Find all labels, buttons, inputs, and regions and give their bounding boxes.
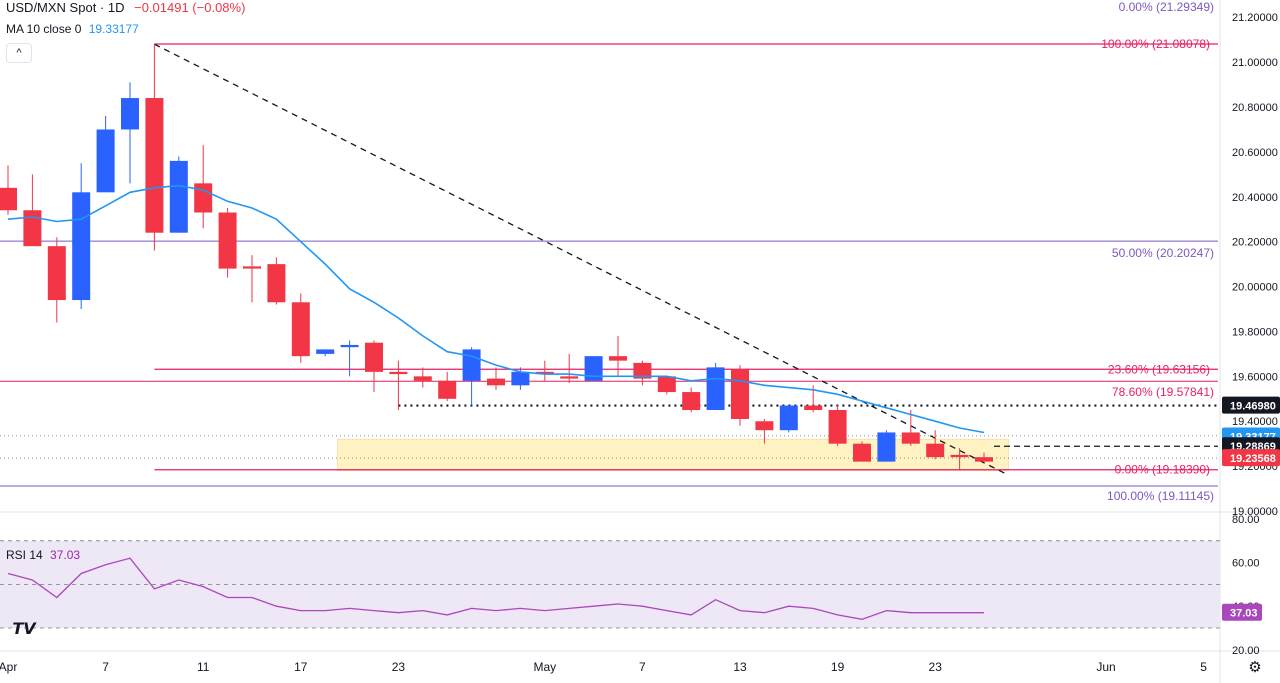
price-tick-label: 19.60000 (1232, 371, 1278, 383)
candle-body (487, 378, 505, 386)
candle-body (96, 129, 115, 193)
candle-body (560, 376, 579, 379)
candle-body (121, 98, 139, 130)
candle-body (779, 405, 798, 431)
fib-level-label: 23.60% (19.63156) (1108, 362, 1210, 376)
candle-body (584, 356, 603, 381)
price-tick-label: 19.00000 (1232, 506, 1278, 518)
candle-body (438, 380, 457, 399)
candle-body (633, 362, 652, 379)
fib-level-label: 100.00% (21.08078) (1101, 37, 1210, 51)
candle-body (926, 443, 945, 458)
ma10-line (7, 184, 985, 434)
price-tick-label: 20.20000 (1232, 237, 1278, 249)
candle-body (901, 432, 920, 444)
candle-body (145, 98, 164, 233)
chart-title-row: USD/MXN Spot · 1D −0.01491 (−0.08%) (6, 0, 245, 15)
candle-body (828, 410, 847, 444)
symbol-label: USD/MXN Spot · 1D (6, 0, 125, 15)
price-tick-label: 20.60000 (1232, 147, 1278, 159)
collapse-legend-button[interactable]: ^ (6, 43, 32, 63)
chevron-up-icon: ^ (16, 47, 22, 59)
price-tick-label: 21.20000 (1232, 12, 1278, 24)
ma-legend-label: MA 10 close 0 (6, 22, 82, 36)
time-tick-label: 13 (733, 660, 747, 674)
candle-body (706, 367, 725, 411)
time-tick-label: 19 (831, 660, 845, 674)
tradingview-logo-icon: 𝙏𝙑 (12, 619, 36, 638)
time-tick-label: 5 (1200, 660, 1207, 674)
candle-body (462, 349, 481, 381)
fib-level-label: 50.00% (20.20247) (1112, 246, 1214, 260)
price-tick-label: 21.00000 (1232, 57, 1278, 69)
fib-level-label: 0.00% (19.18390) (1115, 463, 1210, 477)
candle-body (682, 392, 701, 411)
candle-body (731, 369, 749, 419)
candle-body (609, 356, 627, 361)
time-tick-label: 11 (197, 660, 210, 674)
candle-body (950, 454, 969, 458)
time-tick-label: 7 (639, 660, 646, 674)
time-tick-label: 23 (929, 660, 943, 674)
time-tick-label: 23 (392, 660, 406, 674)
fib-level-label: 100.00% (19.11145) (1107, 489, 1214, 503)
candle-body (877, 432, 896, 462)
price-tick-label: 20.40000 (1232, 192, 1278, 204)
candle-body (291, 302, 310, 357)
price-badge-label: 19.23568 (1230, 453, 1276, 465)
candle-body (218, 212, 237, 269)
rsi-legend-value: 37.03 (50, 548, 81, 562)
candle-body (975, 457, 993, 462)
price-tick-label: 19.80000 (1232, 326, 1278, 338)
candle-body (72, 192, 91, 301)
candle-body (23, 210, 42, 247)
time-tick-label: May (533, 660, 556, 674)
downtrend-line (154, 43, 1009, 476)
rsi-legend-label: RSI 14 (6, 548, 43, 562)
support-zone (337, 438, 1009, 471)
candle-body (194, 183, 213, 213)
rsi-tick-label: 20.00 (1232, 645, 1260, 657)
rsi-legend[interactable]: RSI 14 37.03 (6, 548, 80, 562)
price-tick-label: 20.00000 (1232, 282, 1278, 294)
time-tick-label: Jun (1096, 660, 1115, 674)
candle-body (316, 349, 335, 354)
price-badge-label: 19.46980 (1230, 401, 1276, 413)
time-tick-label: Apr (0, 660, 17, 674)
candle-body (657, 376, 676, 393)
price-badge (1222, 449, 1280, 467)
candle-body (340, 344, 359, 348)
candle-body (243, 266, 261, 269)
ma-legend-value: 19.33177 (88, 22, 139, 36)
rsi-tick-label: 80.00 (1232, 514, 1260, 526)
rsi-value-badge (1222, 603, 1262, 621)
candle-body (267, 264, 286, 303)
candle-body (755, 421, 774, 431)
rsi-line (7, 557, 984, 620)
candle-body (511, 371, 530, 386)
time-tick-label: 7 (102, 660, 109, 674)
ma-legend[interactable]: MA 10 close 0 19.33177 (6, 22, 139, 36)
price-change-label: −0.01491 (−0.08%) (134, 0, 246, 15)
gear-icon[interactable]: ⚙ (1248, 659, 1262, 676)
candle-body (47, 246, 66, 301)
price-tick-label: 19.40000 (1232, 416, 1278, 428)
price-tick-label: 20.80000 (1232, 102, 1278, 114)
candle-body (804, 405, 823, 411)
candle-body (169, 160, 188, 233)
candle-body (853, 443, 871, 462)
candle-body (0, 187, 17, 211)
candle-body (365, 342, 383, 372)
rsi-tick-label: 60.00 (1232, 558, 1260, 570)
rsi-value-badge-label: 37.03 (1230, 608, 1258, 620)
candle-body (389, 371, 408, 375)
candle-body (535, 371, 554, 375)
price-badge (1222, 396, 1280, 414)
time-tick-label: 17 (294, 660, 308, 674)
candle-body (413, 376, 432, 381)
fib-level-label: 0.00% (21.29349) (1119, 0, 1214, 14)
fib-level-label: 78.60% (19.57841) (1112, 385, 1214, 399)
